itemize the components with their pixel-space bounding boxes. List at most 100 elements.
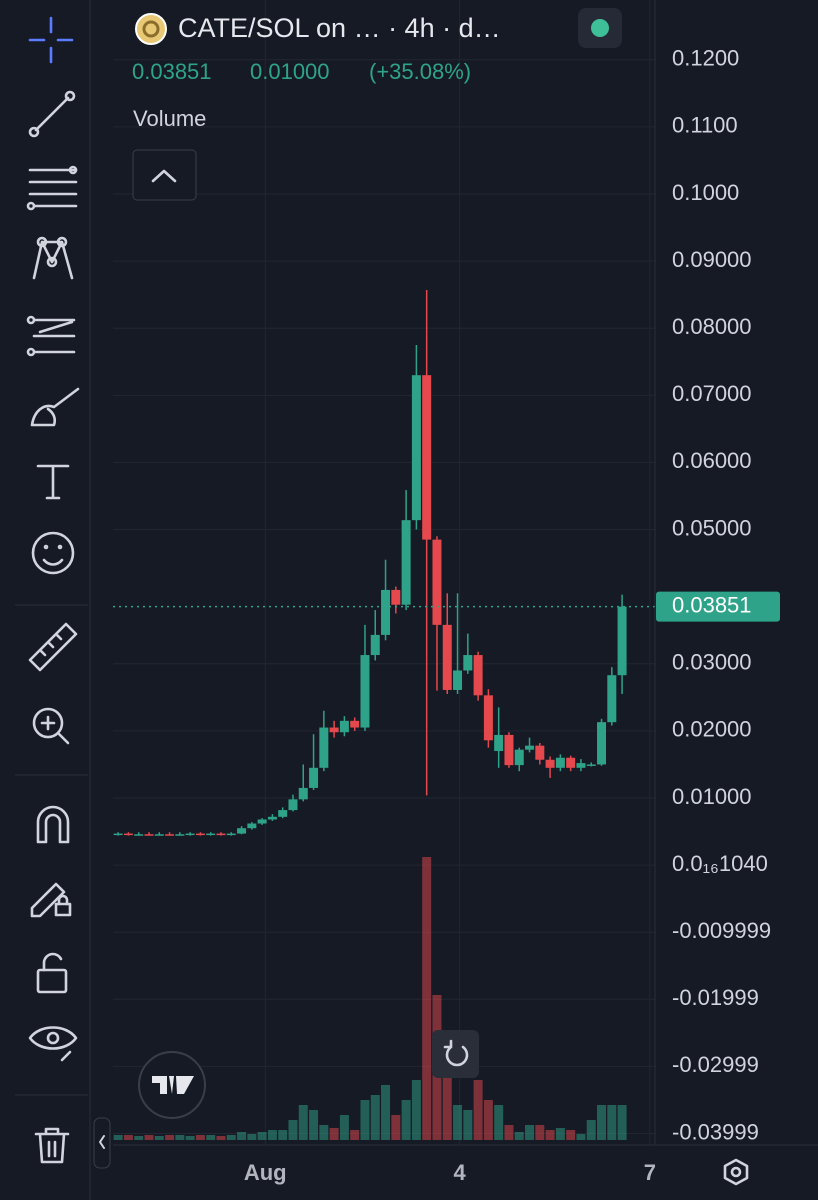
zoom-tool[interactable] (32, 707, 70, 745)
candle-body (216, 833, 226, 836)
candle-body (123, 833, 133, 836)
collapse-button[interactable] (132, 149, 197, 201)
candle-body (267, 816, 277, 820)
candle-body (226, 833, 236, 836)
volume-bar (298, 1105, 308, 1140)
volume-bar (401, 1100, 411, 1140)
y-tick-label: 0.1200 (672, 46, 739, 71)
last-price-label: 0.03851 (672, 592, 752, 617)
grid (113, 0, 655, 1145)
y-tick-label: 0.1000 (672, 180, 739, 205)
candle-body (576, 763, 586, 768)
reset-button[interactable] (432, 1030, 479, 1078)
candle-body (370, 634, 380, 656)
x-tick-label: 7 (644, 1160, 656, 1185)
volume-bar (165, 1135, 175, 1140)
y-tick-label: -0.01999 (672, 985, 759, 1010)
volume-bar (535, 1125, 545, 1140)
volume-bar (504, 1125, 514, 1140)
candle-body (288, 799, 298, 811)
x-tick-label: 4 (453, 1160, 466, 1185)
lock-drawings-tool[interactable] (30, 882, 72, 918)
candle-body (453, 670, 463, 690)
delete-tool[interactable] (34, 1127, 70, 1164)
candle-body (247, 823, 257, 829)
fib-tool[interactable] (26, 165, 78, 211)
visibility-tool[interactable] (28, 1026, 78, 1062)
tv-logo-mark (152, 1076, 194, 1094)
candle-body (165, 834, 175, 836)
candle-body (494, 734, 504, 752)
volume-bar (226, 1135, 236, 1140)
volume-bar (278, 1130, 288, 1140)
ruler-tool[interactable] (28, 622, 78, 672)
volume-bar (247, 1134, 257, 1140)
candle-body (206, 833, 216, 836)
y-tick-label: 0.08000 (672, 314, 752, 339)
last-price-tag (656, 591, 780, 622)
candle-body (617, 606, 627, 676)
candle-body (360, 655, 370, 728)
y-tick-label: -0.03999 (672, 1119, 759, 1144)
volume-bar (360, 1100, 370, 1140)
volume-bar (154, 1136, 164, 1140)
y-tick-label: -0.009999 (672, 918, 771, 943)
volume-bar (566, 1130, 576, 1140)
collapse-toolbar[interactable] (93, 1117, 111, 1169)
y-tick-label: 0.05000 (672, 515, 752, 540)
candle-body (504, 734, 514, 766)
y-tick-label: 0.07000 (672, 381, 752, 406)
volume-bar (113, 1135, 123, 1140)
volume-bar (206, 1135, 216, 1140)
prediction-tool[interactable] (26, 315, 76, 357)
quote-change-pct: (+35.08%) (369, 59, 471, 84)
brush-tool[interactable] (30, 387, 80, 427)
text-tool[interactable] (36, 464, 70, 500)
candle-body (463, 655, 473, 671)
axes: 0.1200 0.1100 0.1000 0.09000 0.08000 0.07000 0… (244, 46, 780, 1185)
candle-body (257, 819, 267, 824)
candle-body (113, 833, 123, 836)
settings-button[interactable] (723, 1158, 749, 1186)
candle-body (555, 757, 565, 768)
volume-bar (463, 1110, 473, 1140)
candle-body (432, 539, 442, 625)
candle-body (144, 834, 154, 836)
candle-body (154, 834, 164, 836)
volume-bar (453, 1105, 463, 1140)
volume-bar (483, 1100, 493, 1140)
coin-icon (135, 13, 167, 45)
volume-bar (473, 1080, 483, 1140)
y-tick-label: 0.01000 (672, 784, 752, 809)
candle-body (391, 589, 401, 605)
candle-body (422, 375, 432, 540)
volume-bar (319, 1125, 329, 1140)
candle-body (514, 749, 524, 766)
volume-bar (576, 1134, 586, 1140)
volume-bar (288, 1120, 298, 1140)
candle-body (134, 834, 144, 836)
line-tool[interactable] (28, 90, 76, 138)
volume-bar (514, 1132, 524, 1140)
volume-bar (175, 1135, 185, 1140)
lock-tool[interactable] (36, 952, 68, 994)
collapse-chevron (151, 169, 177, 183)
volume-bar (586, 1120, 596, 1140)
candle-body (278, 810, 288, 817)
volume-bar (257, 1132, 267, 1140)
pattern-tool[interactable] (32, 236, 74, 280)
emoji-tool[interactable] (31, 531, 75, 575)
magnet-tool[interactable] (36, 805, 70, 844)
volume-bar (391, 1115, 401, 1140)
y-tick-label: 0.1100 (672, 113, 738, 138)
volume-bar (545, 1130, 555, 1140)
crosshair-tool[interactable] (28, 16, 74, 64)
volume-bar (267, 1130, 277, 1140)
candle-body (195, 833, 205, 836)
candle-body (185, 833, 195, 836)
symbol[interactable]: CATE/SOL on … · 4h · d… (178, 13, 501, 43)
y-tick-label: 0.02000 (672, 717, 752, 742)
volume-bar (411, 1080, 421, 1140)
volume-bar (329, 1128, 339, 1140)
